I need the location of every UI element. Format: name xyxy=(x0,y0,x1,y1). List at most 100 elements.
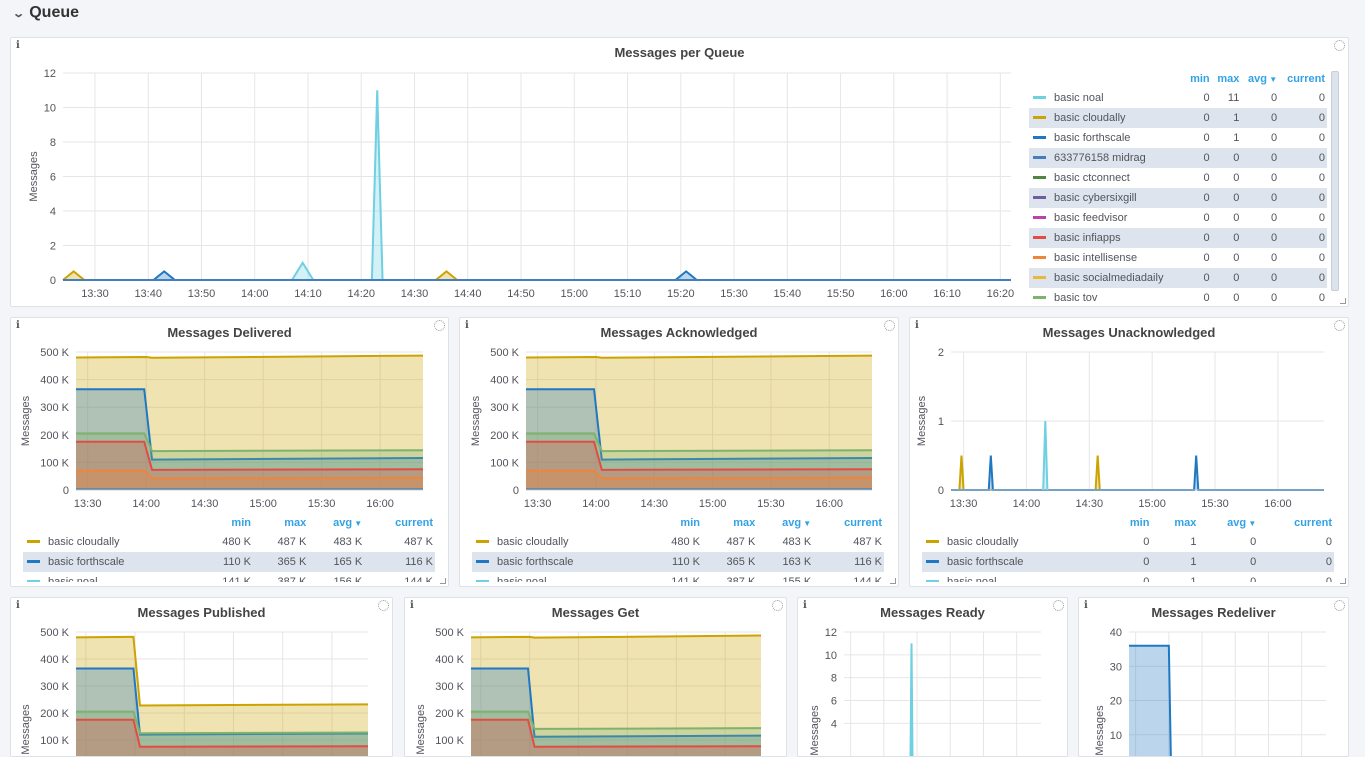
chart[interactable]: 100 K 200 K 300 K 400 K 500 K Messages xyxy=(11,598,392,756)
legend-series-name[interactable]: basic cloudally xyxy=(472,532,647,552)
legend-column-min[interactable]: min xyxy=(1129,517,1150,529)
legend-series-name[interactable]: basic forthscale xyxy=(23,552,198,572)
legend-column-avg[interactable]: avg ▼ xyxy=(333,517,363,529)
series-color-swatch[interactable] xyxy=(27,559,40,563)
legend-column-current[interactable]: current xyxy=(1294,517,1332,529)
legend-series-name[interactable]: basic ctconnect xyxy=(1029,168,1185,188)
row-header-queue[interactable]: ⌄ Queue xyxy=(12,3,79,23)
legend-series-name[interactable]: basic forthscale xyxy=(922,552,1109,572)
legend-row[interactable]: basic intellisense 0 0 0 0 xyxy=(1029,248,1327,268)
legend-series-name[interactable]: basic cloudally xyxy=(23,532,198,552)
legend-row[interactable]: basic noal 141 K 387 K 156 K 144 K xyxy=(23,572,435,582)
resize-handle[interactable] xyxy=(1340,298,1346,304)
series-color-swatch[interactable] xyxy=(476,579,489,582)
legend-column-max[interactable]: max xyxy=(733,517,756,529)
series-color-swatch[interactable] xyxy=(1033,95,1046,99)
legend-series-name[interactable]: basic tov xyxy=(1029,288,1185,302)
legend-row[interactable]: 633776158 midrag 0 0 0 0 xyxy=(1029,148,1327,168)
legend-series-name[interactable]: basic infiapps xyxy=(1029,228,1185,248)
info-icon[interactable]: i xyxy=(16,320,20,331)
panel-title[interactable]: Messages Ready xyxy=(880,605,985,620)
chart[interactable]: 0 100 K 200 K 300 K 400 K 500 K 13:30 14:00 14:3… xyxy=(460,318,898,586)
legend-series-name[interactable]: basic feedvisor xyxy=(1029,208,1185,228)
series-color-swatch[interactable] xyxy=(476,559,489,563)
legend-row[interactable]: basic noal 141 K 387 K 155 K 144 K xyxy=(472,572,884,582)
info-icon[interactable]: i xyxy=(16,600,20,611)
series-color-swatch[interactable] xyxy=(1033,115,1046,119)
chevron-down-icon[interactable]: ⌄ xyxy=(12,7,26,20)
legend-row[interactable]: basic noal 0 1 0 0 xyxy=(922,572,1334,582)
series-color-swatch[interactable] xyxy=(926,539,939,543)
panel-title[interactable]: Messages Delivered xyxy=(167,325,292,340)
chart[interactable]: 100 K 200 K 300 K 400 K 500 K Messages xyxy=(405,598,786,756)
legend-series-name[interactable]: basic cloudally xyxy=(922,532,1109,552)
legend-row[interactable]: basic forthscale 0 1 0 0 xyxy=(1029,128,1327,148)
info-icon[interactable]: i xyxy=(465,320,469,331)
series-color-swatch[interactable] xyxy=(476,539,489,543)
series-color-swatch[interactable] xyxy=(27,579,40,582)
legend-column-avg[interactable]: avg ▼ xyxy=(1248,73,1278,85)
resize-handle[interactable] xyxy=(440,578,446,584)
series-color-swatch[interactable] xyxy=(1033,275,1046,279)
legend-series-name[interactable]: basic intellisense xyxy=(1029,248,1185,268)
legend-row[interactable]: basic ctconnect 0 0 0 0 xyxy=(1029,168,1327,188)
legend-row[interactable]: basic cloudally 480 K 487 K 483 K 487 K xyxy=(23,532,435,552)
legend-column-max[interactable]: max xyxy=(1174,517,1197,529)
legend-row[interactable]: basic forthscale 110 K 365 K 165 K 116 K xyxy=(23,552,435,572)
legend-row[interactable]: basic infiapps 0 0 0 0 xyxy=(1029,228,1327,248)
legend-series-name[interactable]: basic cloudally xyxy=(1029,108,1185,128)
legend-series-name[interactable]: basic noal xyxy=(23,572,198,582)
panel-title[interactable]: Messages Get xyxy=(551,605,640,620)
legend-column-min[interactable]: min xyxy=(231,517,251,529)
legend-column-avg[interactable]: avg ▼ xyxy=(782,517,812,529)
series-color-swatch[interactable] xyxy=(1033,215,1046,219)
series-color-swatch[interactable] xyxy=(1033,135,1046,139)
legend-series-name[interactable]: basic noal xyxy=(472,572,647,582)
legend-row[interactable]: basic cloudally 480 K 487 K 483 K 487 K xyxy=(472,532,884,552)
panel-title[interactable]: Messages Redeliver xyxy=(1151,605,1276,620)
info-icon[interactable]: i xyxy=(16,40,20,51)
legend-column-avg[interactable]: avg ▼ xyxy=(1227,517,1257,529)
resize-handle[interactable] xyxy=(890,578,896,584)
legend-row[interactable]: basic forthscale 110 K 365 K 163 K 116 K xyxy=(472,552,884,572)
series-color-swatch[interactable] xyxy=(27,539,40,543)
legend-row[interactable]: basic cloudally 0 1 0 0 xyxy=(922,532,1334,552)
series-color-swatch[interactable] xyxy=(1033,195,1046,199)
info-icon[interactable]: i xyxy=(915,320,919,331)
legend-row[interactable]: basic noal 0 11 0 0 xyxy=(1029,88,1327,108)
resize-handle[interactable] xyxy=(1340,578,1346,584)
series-color-swatch[interactable] xyxy=(1033,255,1046,259)
series-color-swatch[interactable] xyxy=(1033,295,1046,299)
series-color-swatch[interactable] xyxy=(926,559,939,563)
legend-series-name[interactable]: 633776158 midrag xyxy=(1029,148,1185,168)
legend-row[interactable]: basic socialmediadaily 0 0 0 0 xyxy=(1029,268,1327,288)
legend-series-name[interactable]: basic forthscale xyxy=(472,552,647,572)
legend-series-name[interactable]: basic socialmediadaily xyxy=(1029,268,1185,288)
legend-series-name[interactable]: basic cybersixgill xyxy=(1029,188,1185,208)
panel-title[interactable]: Messages per Queue xyxy=(614,45,745,60)
legend-series-name[interactable]: basic noal xyxy=(922,572,1109,582)
legend-row[interactable]: basic cloudally 0 1 0 0 xyxy=(1029,108,1327,128)
legend-column-current[interactable]: current xyxy=(395,517,433,529)
info-icon[interactable]: i xyxy=(1084,600,1088,611)
legend-column-max[interactable]: max xyxy=(1217,73,1240,85)
panel-title[interactable]: Messages Unacknowledged xyxy=(1042,325,1216,340)
series-color-swatch[interactable] xyxy=(926,579,939,582)
legend-scrollbar[interactable] xyxy=(1331,71,1339,291)
legend-row[interactable]: basic forthscale 0 1 0 0 xyxy=(922,552,1334,572)
legend-row[interactable]: basic tov 0 0 0 0 xyxy=(1029,288,1327,302)
series-color-swatch[interactable] xyxy=(1033,175,1046,179)
series-color-swatch[interactable] xyxy=(1033,235,1046,239)
legend-column-current[interactable]: current xyxy=(844,517,882,529)
info-icon[interactable]: i xyxy=(410,600,414,611)
legend-series-name[interactable]: basic forthscale xyxy=(1029,128,1185,148)
chart[interactable]: 4 6 8 10 12 Messages xyxy=(798,598,1067,756)
legend-column-min[interactable]: min xyxy=(1190,73,1210,85)
legend-row[interactable]: basic cybersixgill 0 0 0 0 xyxy=(1029,188,1327,208)
legend-column-min[interactable]: min xyxy=(680,517,700,529)
panel-title[interactable]: Messages Published xyxy=(137,605,266,620)
chart[interactable]: 10 20 30 40 Messages xyxy=(1079,598,1348,756)
legend-row[interactable]: basic feedvisor 0 0 0 0 xyxy=(1029,208,1327,228)
